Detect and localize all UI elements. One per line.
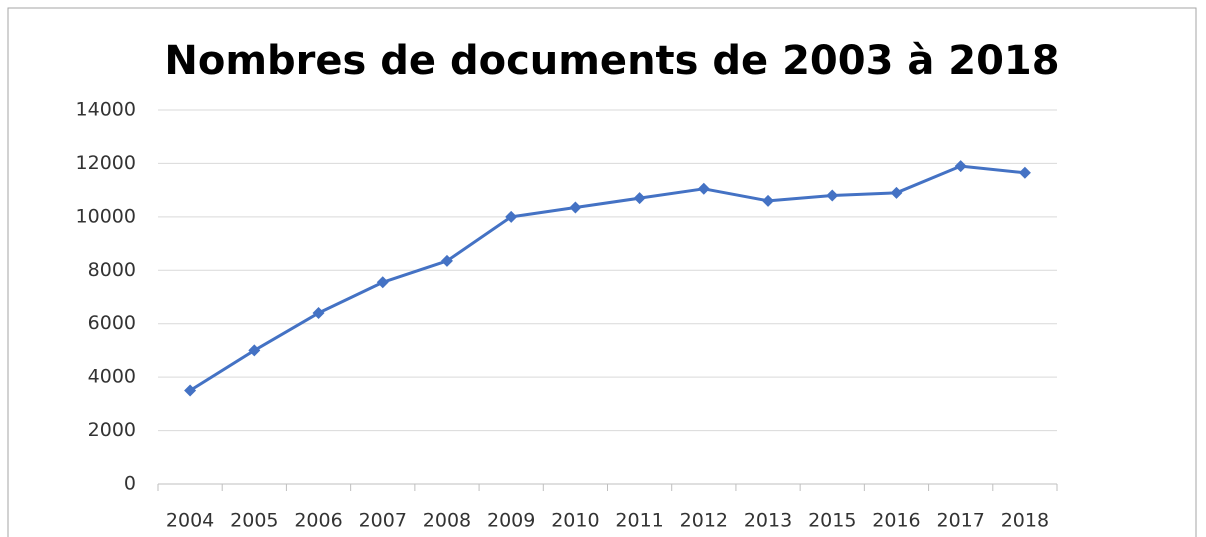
marker <box>505 210 518 223</box>
x-tick-label: 2005 <box>230 510 278 532</box>
x-tick-label: 2008 <box>423 510 471 532</box>
y-tick-label: 8000 <box>88 259 136 281</box>
marker <box>633 192 646 205</box>
marker <box>248 344 261 357</box>
marker <box>697 182 710 195</box>
x-tick-label: 2009 <box>487 510 535 532</box>
y-tick-label: 2000 <box>88 419 136 441</box>
x-tick-label: 2004 <box>166 510 214 532</box>
marker <box>1018 166 1031 179</box>
x-tick-label: 2016 <box>872 510 920 532</box>
y-tick-label: 4000 <box>88 366 136 388</box>
y-tick-label: 10000 <box>76 205 136 227</box>
marker <box>569 201 582 214</box>
x-tick-label: 2006 <box>294 510 342 532</box>
line <box>189 164 1026 392</box>
y-tick-label: 12000 <box>76 152 136 174</box>
marker <box>890 186 903 199</box>
x-tick-label: 2017 <box>936 510 984 532</box>
marker <box>762 194 775 207</box>
chart-border <box>7 7 1197 537</box>
x-tick-label: 2015 <box>808 510 856 532</box>
x-tick-label: 2018 <box>1001 510 1049 532</box>
x-tick-label: 2013 <box>744 510 792 532</box>
x-tick-label: 2011 <box>615 510 663 532</box>
y-tick-label: 14000 <box>76 99 136 121</box>
x-tick-label: 2012 <box>680 510 728 532</box>
marker <box>376 276 389 289</box>
chart-title: Nombres de documents de 2003 à 2018 <box>164 38 1059 84</box>
marker <box>312 307 325 320</box>
y-tick-label: 6000 <box>88 312 136 334</box>
y-tick-label: 0 <box>124 473 136 495</box>
marker <box>184 384 197 397</box>
marker <box>826 189 839 202</box>
marker <box>440 254 453 267</box>
x-tick-label: 2007 <box>359 510 407 532</box>
marker <box>954 160 967 173</box>
x-tick-label: 2010 <box>551 510 599 532</box>
